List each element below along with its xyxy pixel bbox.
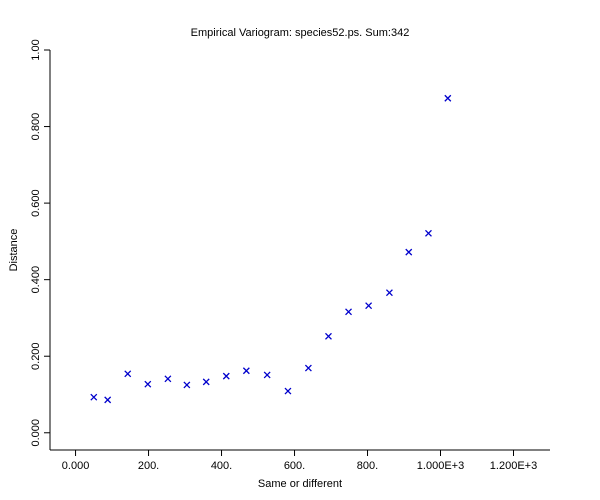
y-axis-label: Distance	[8, 229, 20, 272]
x-axis-label: Same or different	[258, 478, 342, 490]
data-point	[124, 370, 132, 378]
x-tick-label: 0.000	[62, 460, 90, 472]
y-axis-ticks: 0.000 0.200 0.400 0.600 0.800 1.00	[30, 39, 50, 447]
data-point	[90, 393, 98, 401]
data-point	[325, 332, 332, 340]
data-point	[284, 387, 292, 395]
y-tick-label: 0.800	[30, 113, 42, 141]
y-tick-label: 0.200	[30, 342, 42, 370]
data-point	[385, 289, 393, 297]
data-point	[222, 372, 230, 380]
data-point	[202, 378, 210, 386]
data-points	[90, 94, 452, 404]
y-tick-label: 0.000	[30, 419, 42, 447]
x-tick-label: 600.	[284, 460, 305, 472]
data-point	[183, 381, 191, 389]
data-point	[164, 375, 172, 383]
data-point	[405, 248, 413, 256]
data-point	[242, 367, 250, 375]
data-point	[345, 308, 352, 316]
data-point	[425, 229, 432, 237]
x-axis-ticks: 0.000 200. 400. 600. 800. 1.000E+3 1.200E+3	[62, 450, 537, 472]
axes	[49, 50, 550, 451]
data-point	[104, 396, 112, 404]
data-point	[365, 302, 373, 310]
data-point	[444, 94, 452, 102]
x-tick-label: 400.	[211, 460, 232, 472]
data-point	[304, 364, 312, 372]
y-tick-label: 0.400	[30, 266, 42, 294]
data-point	[263, 371, 271, 379]
chart-title: Empirical Variogram: species52.ps. Sum:3…	[191, 27, 410, 39]
x-tick-label: 1.000E+3	[417, 460, 464, 472]
x-tick-label: 1.200E+3	[490, 460, 537, 472]
x-tick-label: 200.	[138, 460, 159, 472]
data-point	[144, 380, 152, 388]
y-tick-label: 0.600	[30, 189, 42, 217]
x-tick-label: 800.	[357, 460, 378, 472]
y-tick-label: 1.00	[30, 39, 42, 60]
